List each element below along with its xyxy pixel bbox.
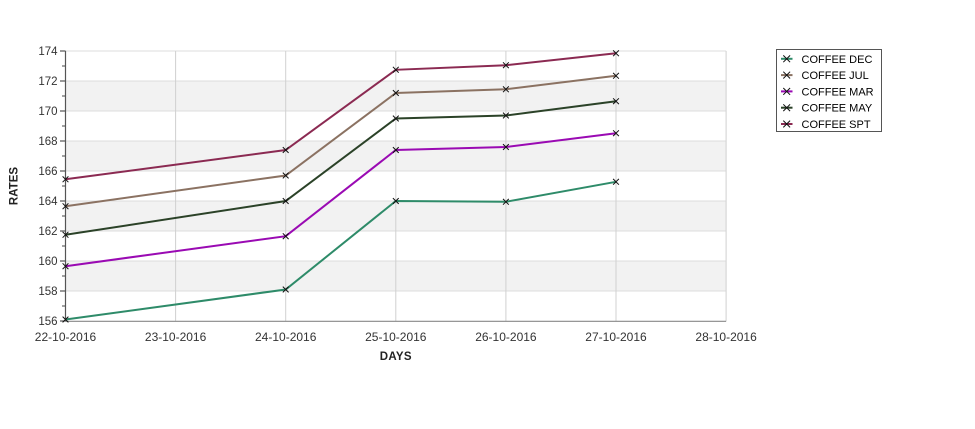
svg-text:160: 160 — [38, 256, 57, 268]
svg-text:174: 174 — [38, 46, 58, 58]
svg-text:RATES: RATES — [9, 167, 21, 205]
svg-text:26-10-2016: 26-10-2016 — [475, 330, 537, 344]
svg-text:27-10-2016: 27-10-2016 — [585, 330, 647, 344]
svg-text:28-10-2016: 28-10-2016 — [695, 330, 757, 344]
svg-text:24-10-2016: 24-10-2016 — [255, 330, 317, 344]
svg-text:25-10-2016: 25-10-2016 — [365, 330, 427, 344]
svg-text:168: 168 — [38, 136, 57, 148]
svg-text:22-10-2016: 22-10-2016 — [35, 330, 97, 344]
svg-text:158: 158 — [38, 286, 57, 298]
svg-text:170: 170 — [38, 106, 57, 118]
svg-text:COFFEE DEC: COFFEE DEC — [802, 54, 873, 66]
svg-text:COFFEE SPT: COFFEE SPT — [802, 119, 871, 131]
svg-text:COFFEE MAY: COFFEE MAY — [802, 103, 873, 115]
svg-text:COFFEE JUL: COFFEE JUL — [802, 70, 869, 82]
svg-text:156: 156 — [38, 316, 57, 328]
svg-text:162: 162 — [38, 226, 57, 238]
svg-text:172: 172 — [38, 76, 57, 88]
svg-text:164: 164 — [38, 196, 58, 208]
svg-text:23-10-2016: 23-10-2016 — [145, 330, 207, 344]
svg-text:COFFEE MAR: COFFEE MAR — [802, 86, 874, 98]
svg-text:166: 166 — [38, 166, 57, 178]
svg-text:DAYS: DAYS — [380, 351, 412, 363]
